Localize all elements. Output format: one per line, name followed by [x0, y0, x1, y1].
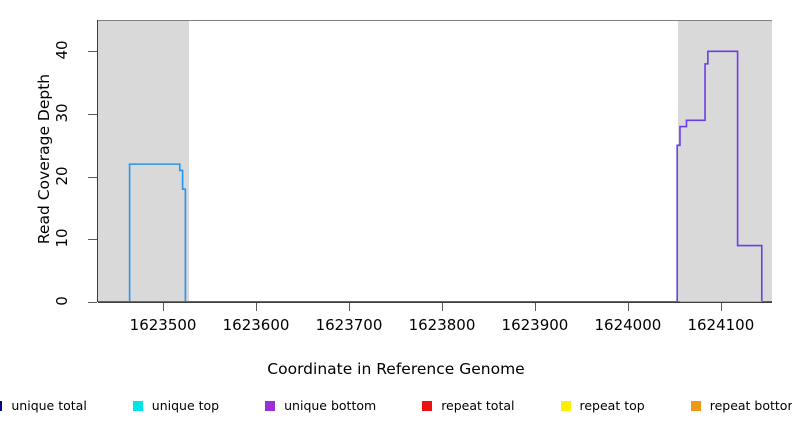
x-tick-1623900: [534, 303, 536, 311]
y-tick-0: [88, 302, 97, 303]
legend-item-repeat-top[interactable]: repeat top: [560, 398, 645, 413]
y-axis-line: [97, 20, 98, 302]
y-tick-label-10: 10: [53, 228, 71, 248]
legend-label: unique top: [151, 398, 220, 413]
y-tick-label-30: 30: [53, 103, 71, 123]
y-tick-10: [88, 239, 97, 241]
y-tick-label-20: 20: [53, 166, 71, 186]
left-repeat-region: [98, 20, 190, 302]
x-tick-1624100: [720, 303, 722, 311]
x-tick-label-1623600: 1623600: [222, 316, 290, 334]
legend-swatch-icon-repeat-total: [422, 400, 433, 411]
x-axis-title: Coordinate in Reference Genome: [267, 360, 525, 378]
series-layer: [98, 20, 772, 302]
legend-label: repeat top: [579, 398, 645, 413]
legend-swatch-icon-repeat-top: [560, 400, 571, 411]
series-unique-bottom: [98, 51, 772, 302]
y-tick-40: [88, 51, 97, 53]
legend-swatch-icon-unique-top: [132, 400, 143, 411]
legend-swatch-icon-repeat-bottom: [690, 400, 701, 411]
x-tick-label-1623500: 1623500: [129, 316, 197, 334]
legend-item-unique-bottom[interactable]: unique bottom: [265, 398, 376, 413]
x-tick-label-1623700: 1623700: [315, 316, 383, 334]
x-tick-label-1623900: 1623900: [501, 316, 569, 334]
y-axis-title: Read Coverage Depth: [35, 73, 53, 245]
x-tick-label-1624000: 1624000: [594, 316, 662, 334]
y-tick-label-40: 40: [53, 40, 71, 60]
legend-label: unique total: [11, 398, 87, 413]
series-unique-top: [98, 164, 772, 302]
x-tick-label-1623800: 1623800: [408, 316, 476, 334]
plot-top-border: [98, 20, 772, 21]
legend-swatch-icon-unique-bottom: [265, 400, 276, 411]
legend-item-unique-total[interactable]: unique total: [0, 398, 87, 413]
legend-label: unique bottom: [284, 398, 377, 413]
plot-area: [98, 20, 772, 302]
y-tick-30: [88, 114, 97, 115]
x-tick-1623800: [441, 303, 443, 311]
legend-item-unique-top[interactable]: unique top: [132, 398, 220, 413]
x-tick-1623600: [256, 303, 258, 311]
legend-label: repeat bottom: [709, 398, 792, 413]
x-axis-line: [98, 302, 772, 303]
y-tick-label-0: 0: [53, 296, 71, 306]
legend-label: repeat total: [441, 398, 515, 413]
legend-item-repeat-total[interactable]: repeat total: [422, 398, 515, 413]
x-tick-1623500: [163, 303, 165, 311]
y-tick-20: [88, 176, 97, 178]
x-tick-label-1624100: 1624100: [687, 316, 755, 334]
legend-swatch-icon-unique-total: [0, 400, 3, 411]
x-tick-1624000: [627, 303, 629, 311]
chart-legend: unique total unique top unique bottom repea…: [0, 398, 792, 413]
legend-item-repeat-bottom[interactable]: repeat bottom: [690, 398, 792, 413]
right-repeat-region: [678, 20, 772, 302]
x-tick-1623700: [349, 303, 350, 311]
